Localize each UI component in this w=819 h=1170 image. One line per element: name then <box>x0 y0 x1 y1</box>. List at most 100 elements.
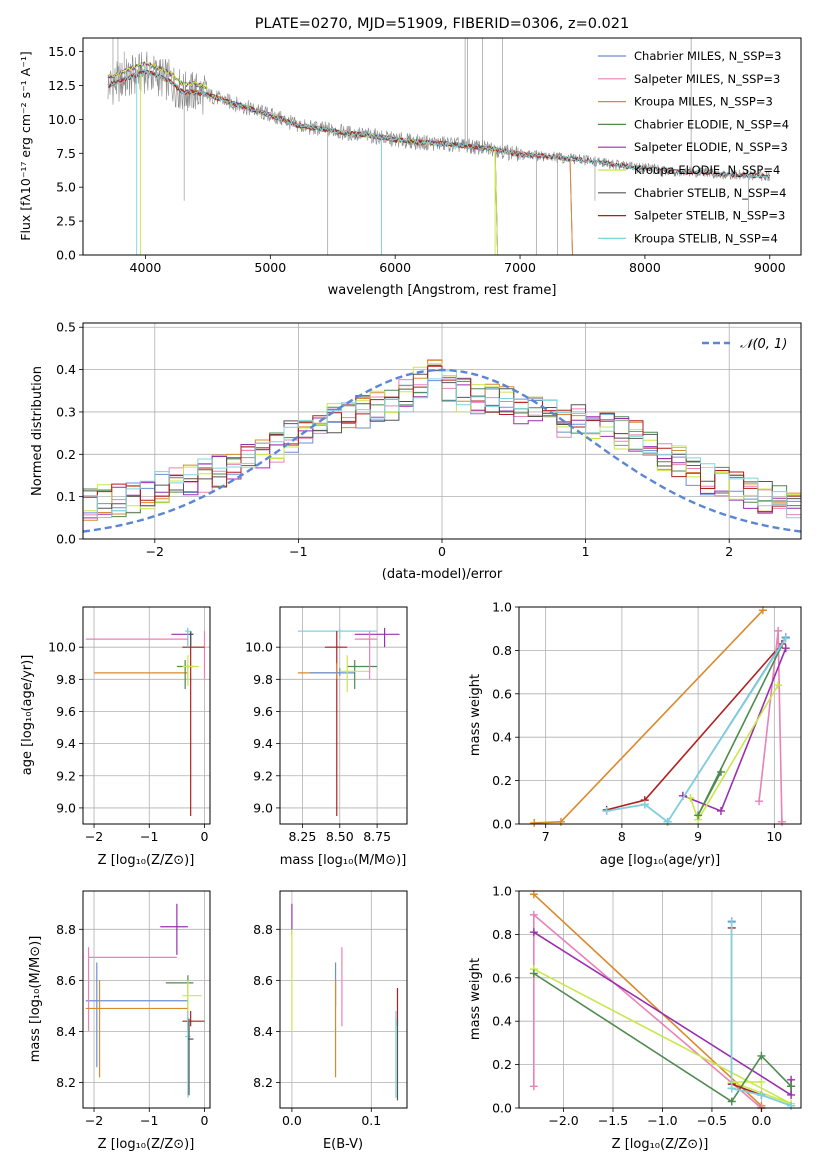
y-tick-label: 8.6 <box>56 973 76 988</box>
weight-point-marker <box>686 793 695 802</box>
age-vs-mass-panel: 8.25 8.50 8.75 9.0 9.2 9.4 9.6 9.8 10.0 mass [lo… <box>245 606 408 868</box>
weight-point-marker <box>529 928 538 937</box>
weight-vs-Z-panel: −2.0 −1.5 −1.0 −0.5 0.0 0.0 0.2 0.4 0.6 0.8 1.0 Z … <box>468 884 802 1152</box>
legend-label: Salpeter STELIB, N_SSP=3 <box>634 209 785 223</box>
x-tick-label: 5000 <box>254 260 286 275</box>
age-vs-Z-xlabel: Z [log₁₀(Z/Z⊙)] <box>98 853 195 868</box>
y-tick-label: 8.2 <box>56 1075 76 1090</box>
weight-series-line <box>730 922 792 1107</box>
x-tick-label: 8.25 <box>288 829 316 844</box>
mass-vs-Z-xlabel: Z [log₁₀(Z/Z⊙)] <box>98 1137 195 1152</box>
y-tick-label: 9.8 <box>253 672 273 687</box>
weight-point-marker <box>716 767 725 776</box>
age-vs-Z-ylabel: age [log₁₀(age/yr)] <box>20 655 35 776</box>
x-tick-label: −1 <box>289 544 307 559</box>
y-tick-label: 8.8 <box>56 922 76 937</box>
y-tick-label: 0.0 <box>56 532 76 547</box>
spectrum-xlabel: wavelength [Angstrom, rest frame] <box>328 283 557 298</box>
x-tick-label: 1 <box>582 544 590 559</box>
y-tick-label: 1.0 <box>492 600 512 615</box>
y-tick-label: 0.2 <box>56 447 76 462</box>
x-tick-label: −0.5 <box>697 1113 727 1128</box>
y-tick-label: 5.0 <box>56 180 76 195</box>
y-tick-label: 0.8 <box>492 927 512 942</box>
y-tick-label: 9.0 <box>253 800 273 815</box>
y-tick-label: 0.0 <box>492 1101 512 1116</box>
y-tick-label: 0.5 <box>56 320 76 335</box>
weight-vs-age-panel: 7 8 9 10 0.0 0.2 0.4 0.6 0.8 1.0 age [log₁₀(age/y… <box>468 600 802 868</box>
y-tick-label: 0.6 <box>492 970 512 985</box>
y-tick-label: 0.2 <box>492 1057 512 1072</box>
y-tick-label: 9.8 <box>56 672 76 687</box>
weight-vs-Z-xlabel: Z [log₁₀(Z/Z⊙)] <box>612 1137 709 1152</box>
y-tick-label: 9.0 <box>56 800 76 815</box>
x-tick-label: 10 <box>766 829 782 844</box>
y-tick-label: 9.4 <box>56 736 76 751</box>
normal-curve <box>82 368 802 533</box>
y-tick-label: 10.0 <box>245 640 273 655</box>
weight-point-marker <box>529 1082 538 1091</box>
legend-label: Chabrier STELIB, N_SSP=4 <box>634 186 786 200</box>
mass-vs-EBV-xlabel: E(B-V) <box>323 1137 363 1152</box>
weight-series-line <box>533 972 792 1103</box>
residuals-legend: 𝒩(0, 1) <box>702 337 787 352</box>
y-tick-label: 1.0 <box>492 884 512 899</box>
y-tick-label: 0.3 <box>56 404 76 419</box>
legend-label: Salpeter ELODIE, N_SSP=3 <box>634 140 788 154</box>
y-tick-label: 12.5 <box>48 78 76 93</box>
x-tick-label: −2 <box>85 1113 103 1128</box>
weight-point-marker <box>774 681 783 690</box>
x-tick-label: −1 <box>140 1113 158 1128</box>
weight-point-marker <box>529 969 538 978</box>
weight-point-marker <box>529 910 538 919</box>
histogram-step-line <box>83 365 801 518</box>
y-tick-label: 8.2 <box>253 1075 273 1090</box>
x-tick-label: 7000 <box>504 260 536 275</box>
weight-point-marker <box>787 1090 796 1099</box>
mass-vs-Z-ylabel: mass [log₁₀(M/M⊙)] <box>28 936 43 1063</box>
weight-point-marker <box>757 1051 766 1060</box>
weight-point-marker <box>602 806 611 815</box>
legend-label: 𝒩(0, 1) <box>740 337 787 352</box>
weight-vs-Z-ylabel: mass weight <box>468 958 483 1040</box>
x-tick-label: 8000 <box>629 260 661 275</box>
legend-label: Salpeter MILES, N_SSP=3 <box>634 72 780 86</box>
weight-point-marker <box>755 797 764 806</box>
age-vs-mass-xlabel: mass [log₁₀(M/M⊙)] <box>280 853 407 868</box>
x-tick-label: 0.1 <box>361 1113 381 1128</box>
weight-point-marker <box>727 918 736 927</box>
legend-label: Chabrier ELODIE, N_SSP=4 <box>634 117 789 131</box>
x-tick-label: −2 <box>85 829 103 844</box>
y-tick-label: 0.6 <box>492 686 512 701</box>
y-tick-label: 0.1 <box>56 489 76 504</box>
y-tick-label: 9.4 <box>253 736 273 751</box>
y-tick-label: 2.5 <box>56 214 76 229</box>
weight-point-marker <box>694 811 703 820</box>
x-tick-label: 2 <box>725 544 733 559</box>
age-vs-Z-panel: −2 −1 0 9.0 9.2 9.4 9.6 9.8 10.0 Z [log₁₀(Z/Z⊙)]… <box>20 606 211 868</box>
residuals-xlabel: (data-model)/error <box>382 567 503 582</box>
spectrum-title: PLATE=0270, MJD=51909, FIBERID=0306, z=0… <box>255 16 629 32</box>
x-tick-label: 0 <box>438 544 446 559</box>
y-tick-label: 8.4 <box>56 1024 76 1039</box>
x-tick-label: 8 <box>618 829 626 844</box>
y-tick-label: 8.4 <box>253 1024 273 1039</box>
weight-vs-age-ylabel: mass weight <box>468 674 483 756</box>
y-tick-label: 0.8 <box>492 643 512 658</box>
y-tick-label: 10.0 <box>48 640 76 655</box>
y-tick-label: 15.0 <box>48 44 76 59</box>
y-tick-label: 8.8 <box>253 922 273 937</box>
x-tick-label: 7 <box>542 829 550 844</box>
weight-point-marker <box>727 1084 736 1093</box>
legend-label: Kroupa MILES, N_SSP=3 <box>634 95 773 109</box>
spectrum-ylabel: Flux [fλ10⁻¹⁷ erg cm⁻² s⁻¹ A⁻¹] <box>18 51 33 240</box>
x-tick-label: −1.0 <box>647 1113 677 1128</box>
weight-point-marker <box>727 1097 736 1106</box>
y-tick-label: 0.4 <box>492 730 512 745</box>
y-tick-label: 9.6 <box>56 704 76 719</box>
weight-point-marker <box>781 644 790 653</box>
legend-label: Kroupa STELIB, N_SSP=4 <box>634 231 778 245</box>
x-tick-label: −2 <box>146 544 164 559</box>
x-tick-label: −1.5 <box>598 1113 628 1128</box>
weight-point-marker <box>716 806 725 815</box>
